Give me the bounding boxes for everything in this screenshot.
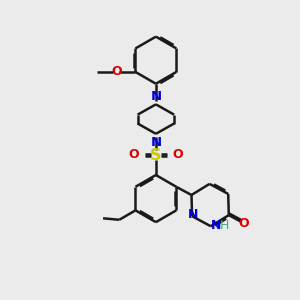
Text: N: N bbox=[150, 90, 161, 103]
Text: O: O bbox=[129, 148, 140, 161]
Text: O: O bbox=[111, 65, 122, 79]
Text: N: N bbox=[188, 208, 199, 221]
Text: S: S bbox=[150, 148, 162, 163]
Text: O: O bbox=[238, 217, 249, 230]
Text: N: N bbox=[211, 219, 221, 232]
Text: O: O bbox=[172, 148, 183, 161]
Text: N: N bbox=[150, 136, 161, 148]
Text: H: H bbox=[220, 219, 229, 232]
